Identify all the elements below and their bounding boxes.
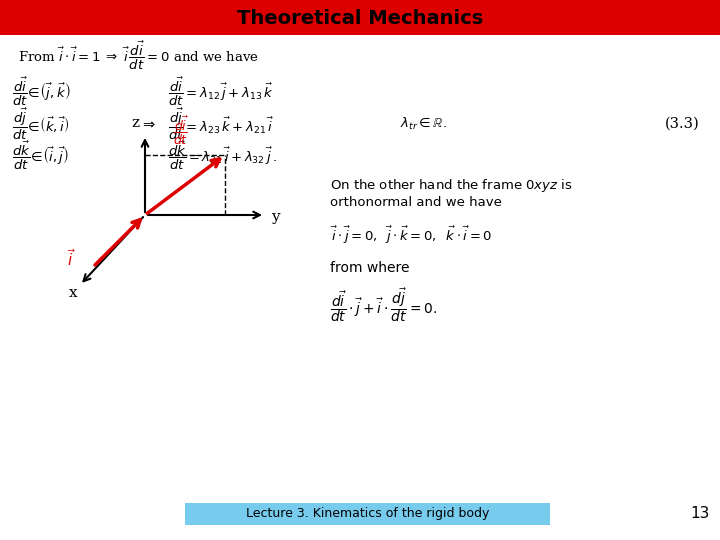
Text: $\vec{i}$: $\vec{i}$	[67, 248, 76, 269]
FancyBboxPatch shape	[185, 503, 550, 525]
Text: From $\vec{i} \cdot \vec{i} = 1 \;\Rightarrow\; \vec{i}\,\dfrac{d\vec{i}}{dt} = : From $\vec{i} \cdot \vec{i} = 1 \;\Right…	[18, 40, 258, 72]
Text: $\vec{i} \cdot \vec{j} = 0,\;\; \vec{j} \cdot \vec{k} = 0,\;\; \vec{k} \cdot \ve: $\vec{i} \cdot \vec{j} = 0,\;\; \vec{j} …	[330, 224, 492, 246]
Text: (3.3): (3.3)	[665, 117, 700, 131]
Text: $\dfrac{d\vec{i}}{dt} = \lambda_{12}\,\vec{j} + \lambda_{13}\,\vec{k}$: $\dfrac{d\vec{i}}{dt} = \lambda_{12}\,\v…	[168, 76, 274, 108]
Text: $\dfrac{d\vec{k}}{dt} = \lambda_{31}\,\vec{i} + \lambda_{32}\,\vec{j}\,.$: $\dfrac{d\vec{k}}{dt} = \lambda_{31}\,\v…	[168, 140, 276, 172]
Text: $\dfrac{d\vec{j}}{dt} = \lambda_{23}\,\vec{k} + \lambda_{21}\,\vec{i}$: $\dfrac{d\vec{j}}{dt} = \lambda_{23}\,\v…	[168, 106, 274, 141]
Text: Lecture 3. Kinematics of the rigid body: Lecture 3. Kinematics of the rigid body	[246, 508, 489, 521]
Text: $\dfrac{d\vec{i}}{dt}$: $\dfrac{d\vec{i}}{dt}$	[173, 115, 189, 147]
Text: y: y	[271, 210, 279, 224]
Text: $\dfrac{d\vec{k}}{dt} \!\in\! \left(\vec{i},\vec{j}\right)$: $\dfrac{d\vec{k}}{dt} \!\in\! \left(\vec…	[12, 140, 69, 172]
Text: z: z	[131, 116, 139, 130]
Text: from where: from where	[330, 261, 410, 275]
FancyBboxPatch shape	[0, 0, 720, 35]
Text: $\dfrac{d\vec{j}}{dt} \!\in\! \left(\vec{k},\vec{i}\right)$: $\dfrac{d\vec{j}}{dt} \!\in\! \left(\vec…	[12, 106, 69, 141]
Text: $\Rightarrow$: $\Rightarrow$	[140, 117, 156, 131]
Text: 13: 13	[690, 507, 710, 522]
Text: $\lambda_{tr} \in \mathbb{R}.$: $\lambda_{tr} \in \mathbb{R}.$	[400, 116, 447, 132]
Text: $\dfrac{d\vec{i}}{dt} \cdot \vec{j} + \vec{i} \cdot \dfrac{d\vec{j}}{dt} = 0.$: $\dfrac{d\vec{i}}{dt} \cdot \vec{j} + \v…	[330, 286, 437, 324]
Text: orthonormal and we have: orthonormal and we have	[330, 195, 502, 208]
Text: On the other hand the frame $\mathit{0xyz}$ is: On the other hand the frame $\mathit{0xy…	[330, 177, 572, 193]
Text: x: x	[69, 286, 78, 300]
Text: Theoretical Mechanics: Theoretical Mechanics	[237, 9, 483, 28]
Text: $\dfrac{d\vec{i}}{dt} \!\in\! \left(\vec{j},\vec{k}\right)$: $\dfrac{d\vec{i}}{dt} \!\in\! \left(\vec…	[12, 76, 71, 108]
